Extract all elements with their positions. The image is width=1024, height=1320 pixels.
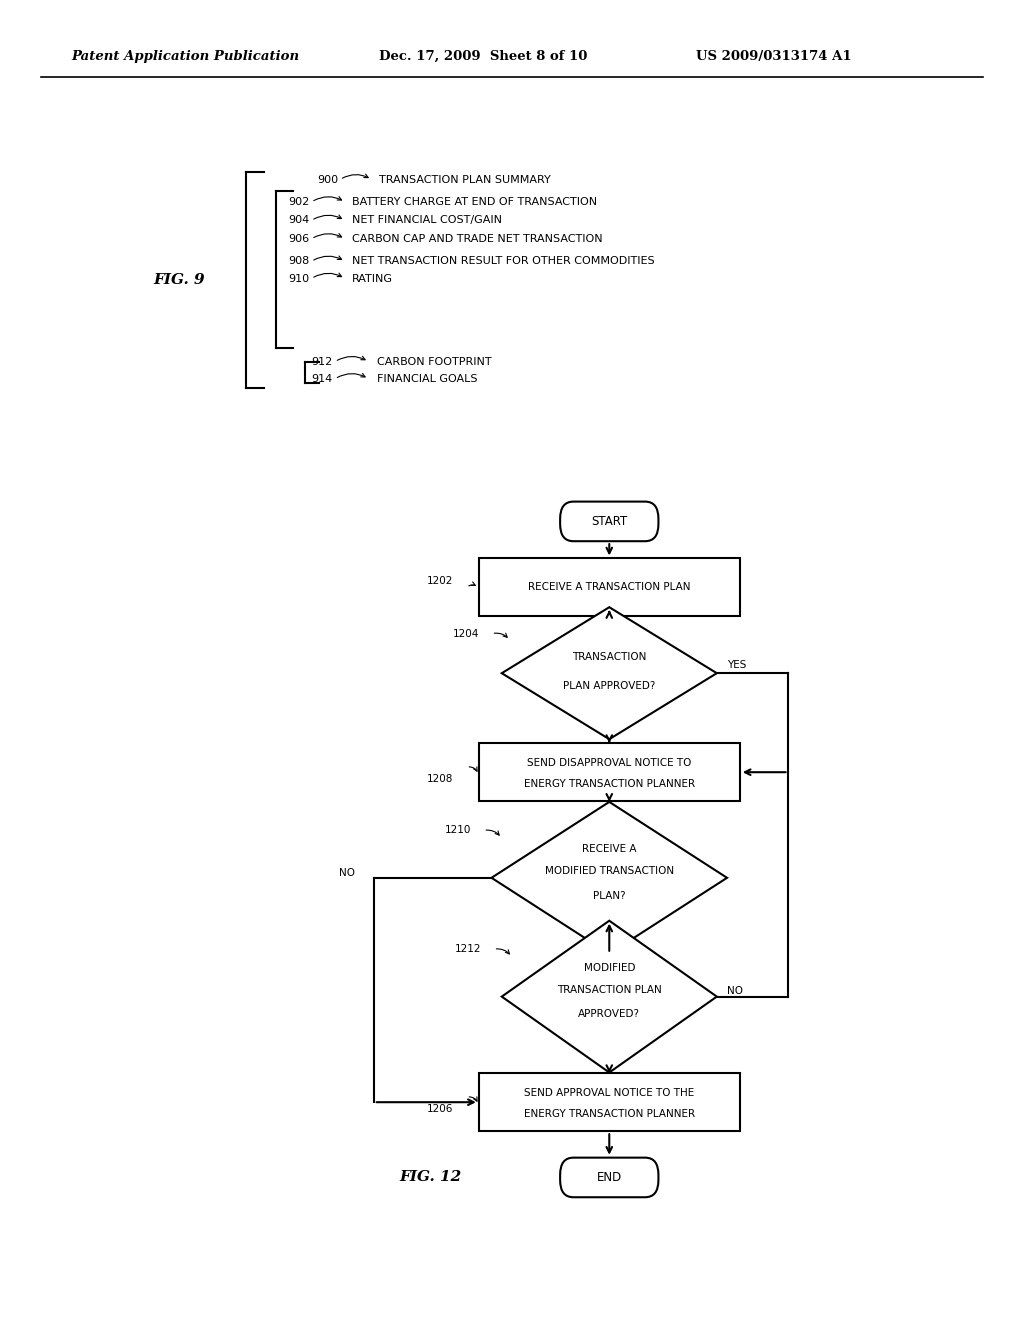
Text: 1206: 1206 — [427, 1104, 453, 1114]
Polygon shape — [502, 921, 717, 1072]
Text: TRANSACTION: TRANSACTION — [572, 652, 646, 663]
Text: 906: 906 — [288, 234, 309, 244]
Text: 900: 900 — [316, 174, 338, 185]
Text: BATTERY CHARGE AT END OF TRANSACTION: BATTERY CHARGE AT END OF TRANSACTION — [352, 197, 597, 207]
Text: MODIFIED TRANSACTION: MODIFIED TRANSACTION — [545, 866, 674, 876]
Bar — [478, 558, 739, 616]
Text: 1212: 1212 — [455, 944, 481, 954]
Text: 1208: 1208 — [427, 774, 453, 784]
Text: NO: NO — [620, 754, 636, 764]
FancyBboxPatch shape — [560, 502, 658, 541]
Text: TRANSACTION PLAN SUMMARY: TRANSACTION PLAN SUMMARY — [379, 174, 551, 185]
Text: PLAN?: PLAN? — [593, 891, 626, 902]
Polygon shape — [492, 801, 727, 953]
Text: Dec. 17, 2009  Sheet 8 of 10: Dec. 17, 2009 Sheet 8 of 10 — [379, 50, 587, 63]
Text: YES: YES — [727, 660, 746, 671]
Text: 912: 912 — [311, 356, 333, 367]
Text: Patent Application Publication: Patent Application Publication — [72, 50, 300, 63]
Text: 908: 908 — [288, 256, 309, 267]
Text: 914: 914 — [311, 374, 333, 384]
Text: 910: 910 — [288, 273, 309, 284]
Text: RECEIVE A: RECEIVE A — [582, 843, 637, 854]
Text: RECEIVE A TRANSACTION PLAN: RECEIVE A TRANSACTION PLAN — [528, 582, 690, 593]
Text: CARBON FOOTPRINT: CARBON FOOTPRINT — [377, 356, 492, 367]
Text: SEND APPROVAL NOTICE TO THE: SEND APPROVAL NOTICE TO THE — [524, 1088, 694, 1098]
Text: NET FINANCIAL COST/GAIN: NET FINANCIAL COST/GAIN — [352, 215, 502, 226]
Text: 1202: 1202 — [427, 576, 453, 586]
Text: NO: NO — [339, 867, 355, 878]
Text: SEND DISAPPROVAL NOTICE TO: SEND DISAPPROVAL NOTICE TO — [527, 758, 691, 768]
Text: US 2009/0313174 A1: US 2009/0313174 A1 — [696, 50, 852, 63]
Polygon shape — [502, 607, 717, 739]
Text: 902: 902 — [288, 197, 309, 207]
Text: NO: NO — [727, 986, 743, 997]
Text: FIG. 12: FIG. 12 — [399, 1171, 461, 1184]
Text: YES: YES — [620, 1088, 639, 1097]
Text: TRANSACTION PLAN: TRANSACTION PLAN — [557, 985, 662, 995]
Text: 1204: 1204 — [453, 628, 479, 639]
Text: FINANCIAL GOALS: FINANCIAL GOALS — [377, 374, 477, 384]
Text: MODIFIED: MODIFIED — [584, 962, 635, 973]
Text: YES: YES — [620, 968, 639, 977]
Text: FIG. 9: FIG. 9 — [154, 273, 205, 286]
FancyBboxPatch shape — [560, 1158, 658, 1197]
Text: PLAN APPROVED?: PLAN APPROVED? — [563, 681, 655, 692]
Text: APPROVED?: APPROVED? — [579, 1008, 640, 1019]
Text: ENERGY TRANSACTION PLANNER: ENERGY TRANSACTION PLANNER — [523, 1109, 695, 1119]
Text: CARBON CAP AND TRADE NET TRANSACTION: CARBON CAP AND TRADE NET TRANSACTION — [352, 234, 603, 244]
Text: END: END — [597, 1171, 622, 1184]
Text: 1210: 1210 — [444, 825, 471, 836]
Bar — [478, 743, 739, 801]
Text: 904: 904 — [288, 215, 309, 226]
Text: RATING: RATING — [352, 273, 393, 284]
Bar — [478, 1073, 739, 1131]
Text: START: START — [591, 515, 628, 528]
Text: NET TRANSACTION RESULT FOR OTHER COMMODITIES: NET TRANSACTION RESULT FOR OTHER COMMODI… — [352, 256, 655, 267]
Text: ENERGY TRANSACTION PLANNER: ENERGY TRANSACTION PLANNER — [523, 779, 695, 789]
